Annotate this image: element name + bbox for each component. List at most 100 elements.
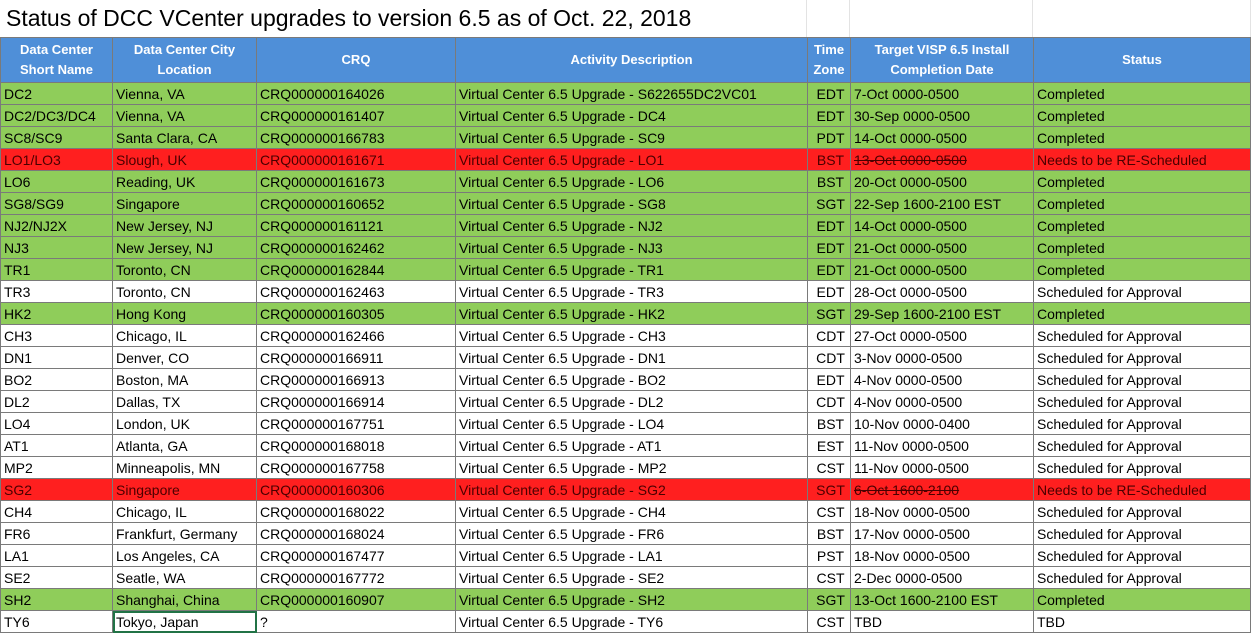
cell-short-name[interactable]: SH2 bbox=[0, 588, 113, 611]
cell-activity[interactable]: Virtual Center 6.5 Upgrade - TR1 bbox=[455, 258, 808, 281]
cell-short-name[interactable]: DC2 bbox=[0, 82, 113, 105]
cell-time-zone[interactable]: BST bbox=[807, 170, 851, 193]
cell-target-date[interactable]: 28-Oct 0000-0500 bbox=[850, 280, 1034, 303]
cell-status[interactable]: Completed bbox=[1033, 170, 1251, 193]
cell-target-date[interactable]: 2-Dec 0000-0500 bbox=[850, 566, 1034, 589]
cell-crq[interactable]: CRQ000000162462 bbox=[256, 236, 456, 259]
cell-short-name[interactable]: SG2 bbox=[0, 478, 113, 501]
cell-crq[interactable]: CRQ000000166913 bbox=[256, 368, 456, 391]
cell-time-zone[interactable]: SGT bbox=[807, 588, 851, 611]
cell-target-date[interactable]: 14-Oct 0000-0500 bbox=[850, 214, 1034, 237]
cell-status[interactable]: Completed bbox=[1033, 104, 1251, 127]
cell-activity[interactable]: Virtual Center 6.5 Upgrade - BO2 bbox=[455, 368, 808, 391]
cell-short-name[interactable]: SC8/SC9 bbox=[0, 126, 113, 149]
cell-time-zone[interactable]: EDT bbox=[807, 214, 851, 237]
cell-city[interactable]: Singapore bbox=[112, 478, 257, 501]
cell-target-date[interactable]: 14-Oct 0000-0500 bbox=[850, 126, 1034, 149]
cell-target-date[interactable]: 6-Oct 1600-2100 bbox=[850, 478, 1034, 501]
cell-short-name[interactable]: TR3 bbox=[0, 280, 113, 303]
cell-crq[interactable]: CRQ000000160652 bbox=[256, 192, 456, 215]
cell-crq[interactable]: CRQ000000166783 bbox=[256, 126, 456, 149]
cell-crq[interactable]: CRQ000000168024 bbox=[256, 522, 456, 545]
cell-activity[interactable]: Virtual Center 6.5 Upgrade - LO6 bbox=[455, 170, 808, 193]
cell-short-name[interactable]: DC2/DC3/DC4 bbox=[0, 104, 113, 127]
cell-time-zone[interactable]: CST bbox=[807, 566, 851, 589]
cell-activity[interactable]: Virtual Center 6.5 Upgrade - NJ3 bbox=[455, 236, 808, 259]
cell-city[interactable]: Singapore bbox=[112, 192, 257, 215]
cell-short-name[interactable]: HK2 bbox=[0, 302, 113, 325]
header-crq[interactable]: CRQ bbox=[256, 37, 456, 83]
cell-city[interactable]: New Jersey, NJ bbox=[112, 214, 257, 237]
cell-city[interactable]: Tokyo, Japan bbox=[112, 610, 257, 633]
header-target-date[interactable]: Target VISP 6.5 Install Completion Date bbox=[850, 37, 1034, 83]
cell-crq[interactable]: CRQ000000161673 bbox=[256, 170, 456, 193]
cell-crq[interactable]: CRQ000000167758 bbox=[256, 456, 456, 479]
cell-status[interactable]: Scheduled for Approval bbox=[1033, 456, 1251, 479]
cell-activity[interactable]: Virtual Center 6.5 Upgrade - FR6 bbox=[455, 522, 808, 545]
cell-target-date[interactable]: 11-Nov 0000-0500 bbox=[850, 434, 1034, 457]
cell-target-date[interactable]: 4-Nov 0000-0500 bbox=[850, 390, 1034, 413]
cell-target-date[interactable]: 4-Nov 0000-0500 bbox=[850, 368, 1034, 391]
cell-time-zone[interactable]: EST bbox=[807, 434, 851, 457]
cell-status[interactable]: Needs to be RE-Scheduled bbox=[1033, 148, 1251, 171]
cell-crq[interactable]: CRQ000000167751 bbox=[256, 412, 456, 435]
cell-status[interactable]: Completed bbox=[1033, 302, 1251, 325]
cell-short-name[interactable]: LO6 bbox=[0, 170, 113, 193]
cell-time-zone[interactable]: EDT bbox=[807, 82, 851, 105]
cell-time-zone[interactable]: PST bbox=[807, 544, 851, 567]
cell-status[interactable]: Scheduled for Approval bbox=[1033, 412, 1251, 435]
cell-crq[interactable]: CRQ000000166914 bbox=[256, 390, 456, 413]
cell-city[interactable]: Atlanta, GA bbox=[112, 434, 257, 457]
cell-target-date[interactable]: 7-Oct 0000-0500 bbox=[850, 82, 1034, 105]
cell-activity[interactable]: Virtual Center 6.5 Upgrade - NJ2 bbox=[455, 214, 808, 237]
cell-status[interactable]: Scheduled for Approval bbox=[1033, 522, 1251, 545]
header-status[interactable]: Status bbox=[1033, 37, 1251, 83]
cell-short-name[interactable]: LO4 bbox=[0, 412, 113, 435]
cell-city[interactable]: Dallas, TX bbox=[112, 390, 257, 413]
cell-time-zone[interactable]: EDT bbox=[807, 258, 851, 281]
cell-crq[interactable]: CRQ000000161121 bbox=[256, 214, 456, 237]
cell-time-zone[interactable]: BST bbox=[807, 412, 851, 435]
cell-crq[interactable]: CRQ000000161407 bbox=[256, 104, 456, 127]
cell-status[interactable]: Completed bbox=[1033, 126, 1251, 149]
cell-status[interactable]: Scheduled for Approval bbox=[1033, 390, 1251, 413]
cell-short-name[interactable]: BO2 bbox=[0, 368, 113, 391]
cell-status[interactable]: Scheduled for Approval bbox=[1033, 368, 1251, 391]
cell-crq[interactable]: CRQ000000168018 bbox=[256, 434, 456, 457]
cell-activity[interactable]: Virtual Center 6.5 Upgrade - SG8 bbox=[455, 192, 808, 215]
cell-target-date[interactable]: 21-Oct 0000-0500 bbox=[850, 258, 1034, 281]
cell-city[interactable]: Chicago, IL bbox=[112, 500, 257, 523]
cell-activity[interactable]: Virtual Center 6.5 Upgrade - SH2 bbox=[455, 588, 808, 611]
cell-city[interactable]: Hong Kong bbox=[112, 302, 257, 325]
cell-short-name[interactable]: TY6 bbox=[0, 610, 113, 633]
cell-target-date[interactable]: 29-Sep 1600-2100 EST bbox=[850, 302, 1034, 325]
cell-crq[interactable]: CRQ000000166911 bbox=[256, 346, 456, 369]
cell-status[interactable]: Scheduled for Approval bbox=[1033, 566, 1251, 589]
header-time-zone[interactable]: Time Zone bbox=[807, 37, 851, 83]
cell-city[interactable]: London, UK bbox=[112, 412, 257, 435]
cell-status[interactable]: Scheduled for Approval bbox=[1033, 500, 1251, 523]
cell-activity[interactable]: Virtual Center 6.5 Upgrade - SE2 bbox=[455, 566, 808, 589]
cell-target-date[interactable]: 11-Nov 0000-0500 bbox=[850, 456, 1034, 479]
cell-time-zone[interactable]: SGT bbox=[807, 192, 851, 215]
cell-crq[interactable]: CRQ000000160907 bbox=[256, 588, 456, 611]
cell-short-name[interactable]: LA1 bbox=[0, 544, 113, 567]
cell-city[interactable]: Toronto, CN bbox=[112, 258, 257, 281]
cell-city[interactable]: Frankfurt, Germany bbox=[112, 522, 257, 545]
cell-time-zone[interactable]: BST bbox=[807, 148, 851, 171]
cell-activity[interactable]: Virtual Center 6.5 Upgrade - TY6 bbox=[455, 610, 808, 633]
cell-crq[interactable]: ? bbox=[256, 610, 456, 633]
cell-activity[interactable]: Virtual Center 6.5 Upgrade - CH4 bbox=[455, 500, 808, 523]
cell-status[interactable]: TBD bbox=[1033, 610, 1251, 633]
cell-activity[interactable]: Virtual Center 6.5 Upgrade - S622655DC2V… bbox=[455, 82, 808, 105]
cell-time-zone[interactable]: EDT bbox=[807, 236, 851, 259]
cell-short-name[interactable]: AT1 bbox=[0, 434, 113, 457]
cell-target-date[interactable]: TBD bbox=[850, 610, 1034, 633]
cell-time-zone[interactable]: CST bbox=[807, 500, 851, 523]
cell-city[interactable]: New Jersey, NJ bbox=[112, 236, 257, 259]
cell-target-date[interactable]: 21-Oct 0000-0500 bbox=[850, 236, 1034, 259]
cell-city[interactable]: Vienna, VA bbox=[112, 104, 257, 127]
cell-crq[interactable]: CRQ000000167772 bbox=[256, 566, 456, 589]
cell-city[interactable]: Santa Clara, CA bbox=[112, 126, 257, 149]
cell-city[interactable]: Minneapolis, MN bbox=[112, 456, 257, 479]
